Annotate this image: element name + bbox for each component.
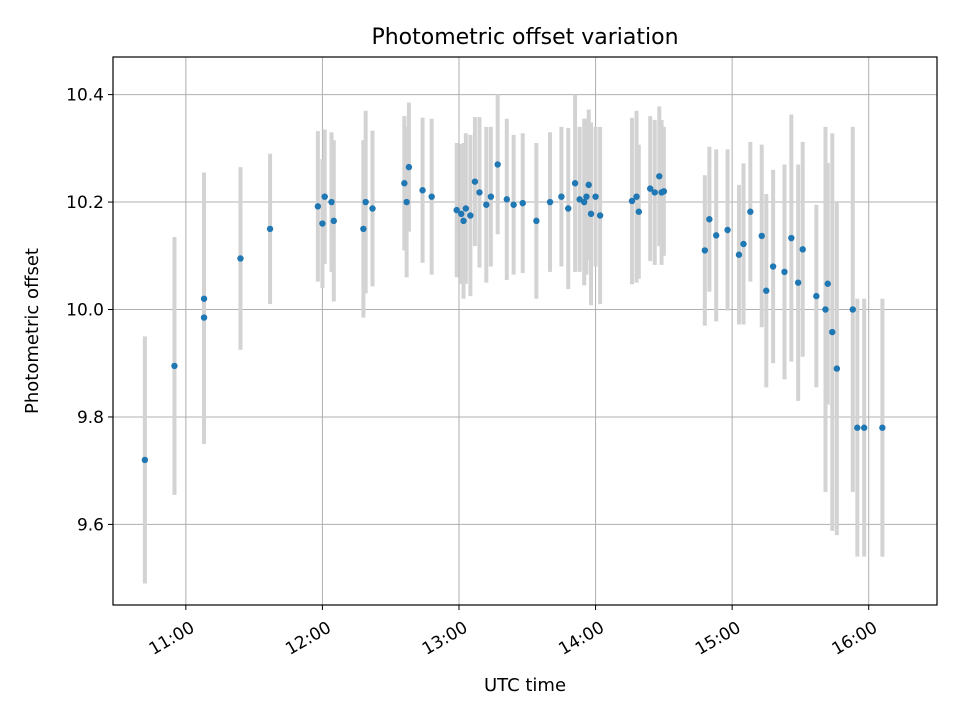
grid xyxy=(113,57,937,605)
data-point xyxy=(813,292,820,300)
data-point xyxy=(319,220,326,227)
data-point xyxy=(419,187,426,194)
data-point xyxy=(558,193,565,200)
data-point xyxy=(660,188,668,195)
data-point xyxy=(510,201,517,208)
data-point xyxy=(237,255,244,262)
data-point xyxy=(587,210,595,218)
data-point xyxy=(462,205,470,212)
data-point xyxy=(401,180,408,187)
data-point xyxy=(758,232,765,240)
data-point xyxy=(460,217,467,225)
data-point xyxy=(321,193,328,200)
data-point xyxy=(171,362,178,370)
y-tick-label: 10.0 xyxy=(66,301,104,321)
data-point xyxy=(781,268,788,276)
data-point xyxy=(763,287,770,294)
x-tick-label: 15:00 xyxy=(692,618,744,660)
data-point xyxy=(571,180,579,187)
error-bars xyxy=(142,94,885,584)
x-tick-label: 13:00 xyxy=(419,618,471,660)
x-axis-label: UTC time xyxy=(484,675,566,696)
data-point xyxy=(706,216,713,223)
data-point xyxy=(453,206,460,214)
data-point xyxy=(476,189,483,196)
y-axis-label: Photometric offset xyxy=(22,248,43,414)
data-point xyxy=(633,193,640,200)
x-tick-label: 14:00 xyxy=(555,618,607,660)
x-axis-ticks: 11:00 12:00 13:00 14:00 15:00 16:00 xyxy=(146,605,881,660)
data-point xyxy=(200,314,208,321)
data-point xyxy=(328,198,335,206)
x-tick-label: 11:00 xyxy=(146,618,198,660)
data-point xyxy=(713,232,720,239)
data-point xyxy=(724,226,731,234)
data-point xyxy=(824,280,831,287)
data-point xyxy=(735,251,743,258)
data-point xyxy=(200,295,208,302)
data-point xyxy=(635,208,643,215)
data-point xyxy=(583,193,590,200)
chart-title: Photometric offset variation xyxy=(371,25,678,50)
data-point xyxy=(769,263,777,270)
plot-frame xyxy=(112,56,938,606)
data-point xyxy=(519,199,526,207)
data-point xyxy=(483,201,490,208)
data-point xyxy=(585,181,592,189)
x-tick-label: 16:00 xyxy=(829,618,881,660)
data-point xyxy=(141,456,149,464)
data-point xyxy=(565,205,572,212)
data-point xyxy=(467,212,474,219)
y-tick-label: 10.4 xyxy=(66,86,104,106)
data-point xyxy=(656,173,663,180)
data-point xyxy=(833,365,841,372)
data-point xyxy=(580,198,588,206)
data-point xyxy=(829,328,836,336)
x-tick-label: 12:00 xyxy=(282,618,334,660)
data-point xyxy=(646,185,654,192)
data-point xyxy=(458,210,465,218)
data-point xyxy=(651,189,658,196)
data-point xyxy=(794,279,802,286)
data-point xyxy=(740,240,747,248)
y-tick-label: 9.6 xyxy=(77,515,104,535)
data-point xyxy=(314,203,322,210)
data-point xyxy=(360,225,367,233)
data-point xyxy=(747,208,754,215)
data-point xyxy=(362,198,369,206)
data-points xyxy=(141,161,886,464)
data-point xyxy=(546,198,554,206)
data-point xyxy=(428,193,435,200)
data-point xyxy=(494,161,501,168)
data-point xyxy=(860,424,868,431)
y-axis-ticks: 9.6 9.8 10.0 10.2 10.4 xyxy=(66,86,113,535)
data-point xyxy=(369,205,376,212)
data-point xyxy=(879,424,886,431)
data-point xyxy=(330,217,337,225)
data-point xyxy=(471,178,479,185)
data-point xyxy=(799,246,806,253)
data-point xyxy=(788,234,795,242)
data-point xyxy=(503,196,510,203)
data-point xyxy=(405,163,413,171)
data-point xyxy=(822,306,829,313)
data-point xyxy=(533,217,540,225)
data-point xyxy=(592,193,599,200)
data-point xyxy=(854,424,861,431)
data-point xyxy=(628,197,636,205)
data-point xyxy=(849,306,856,313)
data-point xyxy=(266,225,274,233)
y-tick-label: 9.8 xyxy=(77,408,104,428)
data-point xyxy=(487,193,495,200)
data-point xyxy=(701,247,709,254)
data-point xyxy=(403,198,410,206)
data-point xyxy=(596,212,604,219)
y-tick-label: 10.2 xyxy=(66,193,104,213)
